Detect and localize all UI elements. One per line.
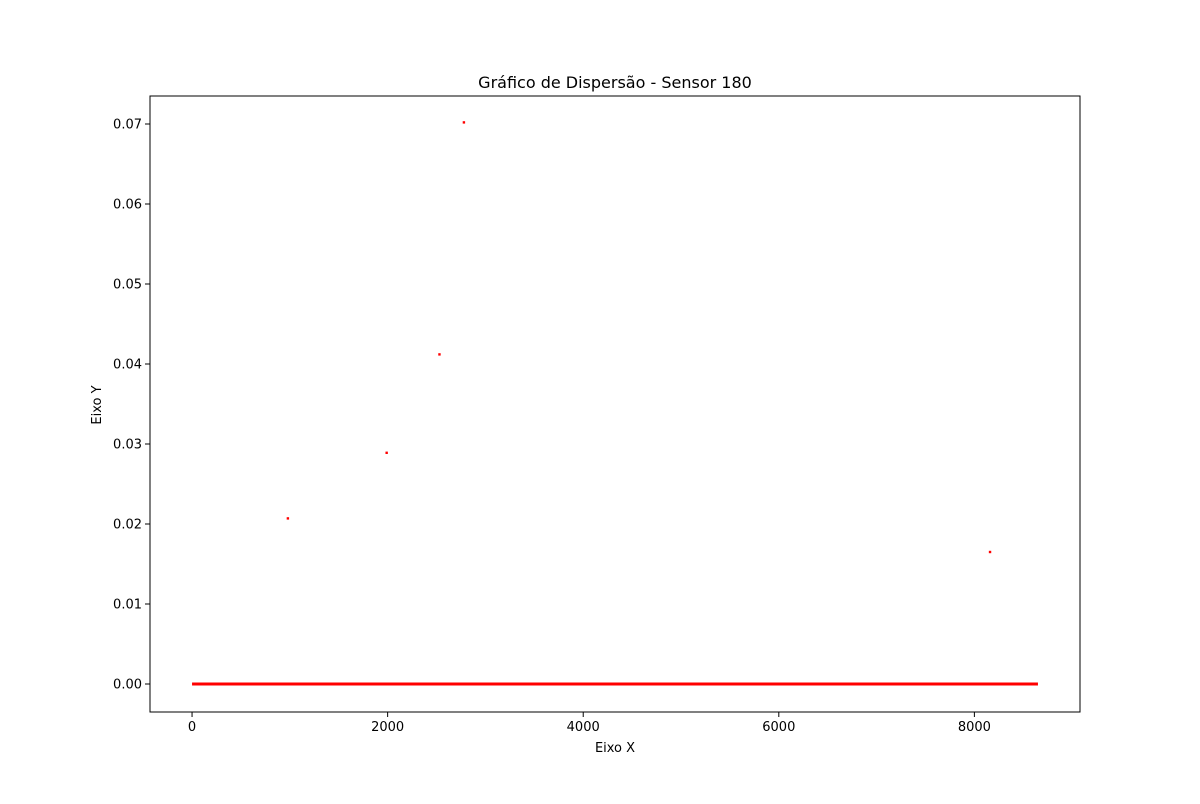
y-axis: 0.00 0.01 0.02 0.03 0.04 0.05 0.06 0.07 xyxy=(113,118,150,693)
y-tick-label: 0.05 xyxy=(113,278,142,293)
x-tick-label: 0 xyxy=(188,720,196,735)
x-tick-label: 4000 xyxy=(567,720,600,735)
plot-area xyxy=(192,121,1038,686)
scatter-point xyxy=(462,121,466,124)
x-tick-label: 6000 xyxy=(762,720,795,735)
axes-frame xyxy=(149,95,1081,713)
x-tick-label: 2000 xyxy=(371,720,404,735)
y-tick-label: 0.07 xyxy=(113,118,142,133)
scatter-point xyxy=(385,451,388,454)
scatter-point xyxy=(988,550,992,554)
y-tick-label: 0.01 xyxy=(113,598,142,613)
scatter-point xyxy=(438,353,441,356)
scatter-point xyxy=(286,517,290,520)
y-axis-label: Eixo Y xyxy=(90,385,105,424)
y-tick-label: 0.06 xyxy=(113,198,142,213)
y-tick-label: 0.03 xyxy=(113,438,142,453)
chart-title: Gráfico de Dispersão - Sensor 180 xyxy=(478,73,752,92)
y-tick-label: 0.00 xyxy=(113,678,142,693)
x-axis: 0 2000 4000 6000 8000 xyxy=(188,712,991,735)
y-tick-label: 0.04 xyxy=(113,358,142,373)
y-tick-label: 0.02 xyxy=(113,518,142,533)
x-axis-label: Eixo X xyxy=(595,741,635,756)
x-tick-label: 8000 xyxy=(958,720,991,735)
